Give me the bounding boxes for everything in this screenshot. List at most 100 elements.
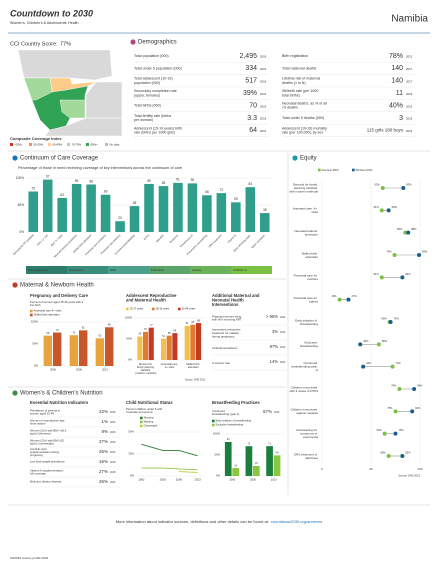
section-heading: Demographics xyxy=(138,40,177,46)
bar xyxy=(53,332,62,366)
value-label: 61% xyxy=(374,272,380,276)
x-tick-label: 50 xyxy=(369,467,373,471)
dot xyxy=(337,297,342,302)
text-line: Adolescent (15-19 years) birth xyxy=(134,126,183,130)
demographic-label: Adolescent (15-19 years) birth rate (bir… xyxy=(134,126,183,134)
nutrition-year: 2013 xyxy=(110,481,116,484)
bar xyxy=(28,191,39,232)
value-label: 82% xyxy=(405,272,411,276)
text-line: Skilled birth xyxy=(302,251,318,255)
text-line: live birth xyxy=(30,303,41,307)
text-line: Neonatal Health xyxy=(212,298,245,303)
country-name: Namibia xyxy=(391,14,428,25)
map-legend-title: Composite Coverage Index xyxy=(10,136,62,141)
bar xyxy=(142,331,149,360)
text-line: Demand for xyxy=(139,362,153,366)
text-line: symptoms of xyxy=(300,431,318,435)
nutrition-year: 2018 xyxy=(110,471,116,474)
bar xyxy=(245,446,253,476)
demographic-label: Secondary completion rate (upper, female… xyxy=(134,89,178,97)
value-label: 88 xyxy=(89,179,93,183)
demographic-label: Total maternal deaths xyxy=(282,66,317,70)
demographic-value: 11 xyxy=(396,90,403,97)
dot xyxy=(382,431,387,436)
panel-title: Additional Maternal and Neonatal Health … xyxy=(212,293,261,307)
demographic-label: Stillbirth rate (per 1000 total births) xyxy=(282,89,319,97)
nutrition-year: 2013 xyxy=(110,421,116,424)
bar xyxy=(129,206,140,232)
demographic-label: Adolescent (10-19) mortality rate (per 1… xyxy=(282,126,328,134)
phase-label: Pregnancy xyxy=(69,268,84,272)
value-label: 68% xyxy=(380,450,386,454)
demographic-year: 2019 xyxy=(406,129,413,133)
intervention-value: > 95% xyxy=(266,314,278,319)
y-tick-label: 50% xyxy=(126,337,132,341)
dot xyxy=(388,320,393,324)
bar xyxy=(273,455,281,476)
cci-score: 77% xyxy=(60,41,71,47)
text-line: Vitamin A supplementation, xyxy=(30,468,64,472)
nutrition-label: Vitamin A supplementation, full coverage xyxy=(30,468,64,475)
text-line: against measles xyxy=(296,411,318,415)
x-tick-label: Demand for family planning satisfied (mo… xyxy=(135,362,156,375)
category-label: Postnatal care for babies xyxy=(294,296,319,304)
value-label: 39% xyxy=(363,339,369,343)
y-tick-label: 50% xyxy=(214,453,220,457)
text-line: Percent children under 5 with xyxy=(126,407,163,411)
bar xyxy=(105,327,114,366)
nutrition-label: Prevalence of anemia in women aged 15-49 xyxy=(30,408,61,415)
value-label: 51 xyxy=(162,335,165,338)
bar xyxy=(115,221,125,232)
bar xyxy=(266,446,273,476)
panel-subtitle: Percent children under 5 with moderate a… xyxy=(126,407,163,414)
text-line: per woman) xyxy=(134,118,153,122)
bar xyxy=(172,333,178,360)
text-line: Neonatal deaths: as % of all xyxy=(282,101,328,105)
value-label: 77 xyxy=(150,324,153,327)
demographic-label: Total fertility rate (births per woman) xyxy=(134,114,172,122)
bar xyxy=(196,323,202,360)
text-line: Children immunized xyxy=(291,407,318,411)
nutrition-value: 27% xyxy=(99,439,108,444)
text-line: Women (20+) with BMI <18.5 xyxy=(30,428,67,432)
bar xyxy=(95,338,105,366)
bar xyxy=(57,197,67,232)
legend-label: Richest 20% xyxy=(356,168,373,172)
dot xyxy=(401,186,406,190)
text-line: Prevalence of anemia in xyxy=(30,408,61,412)
text-line: family planning xyxy=(137,365,155,369)
text-line: short stature xyxy=(30,421,46,425)
panel-title: Pregnancy and Delivery Care xyxy=(30,293,89,298)
dot xyxy=(400,275,405,280)
cci-label: CCI Country Score: xyxy=(10,41,58,47)
annotation-label: Continued breastfeeding (year 1) xyxy=(212,409,239,416)
map-neighbour xyxy=(17,49,113,81)
demographic-label: Lifetime risk of maternal deaths (1 in N… xyxy=(282,77,321,85)
line xyxy=(141,467,198,471)
text-line: moderate and severe: xyxy=(126,410,153,414)
bar xyxy=(231,202,241,232)
dot xyxy=(376,342,381,347)
demographic-year: 2019 xyxy=(260,80,267,84)
legend-label: 60-69% xyxy=(53,142,63,146)
bar xyxy=(79,330,88,366)
value-label: 58% xyxy=(382,339,388,343)
category-label: Demand for family planning satisfied wit… xyxy=(289,182,318,193)
map-region xyxy=(49,77,101,93)
y-tick-label: 0% xyxy=(128,358,133,362)
text-line: women aged 15-49 xyxy=(30,411,54,415)
legend-swatch xyxy=(126,307,129,311)
legend-label: <50% xyxy=(15,142,23,146)
nutrition-label: Minimum dietary diversity xyxy=(30,480,62,484)
value-label: 56 xyxy=(138,333,141,336)
bar xyxy=(190,324,196,360)
legend-swatch xyxy=(152,307,155,311)
section-icon xyxy=(12,282,18,288)
footer-link[interactable]: countdown2030.org/annexes xyxy=(271,519,322,524)
value-label: 61% xyxy=(374,205,380,209)
annotation-value: 67% xyxy=(263,409,272,414)
x-tick-label: 100 xyxy=(417,467,422,471)
legend-swatch xyxy=(30,309,33,313)
x-tick-label: 2000 xyxy=(160,478,167,482)
category-label: Skilled birth attendant xyxy=(302,251,319,259)
